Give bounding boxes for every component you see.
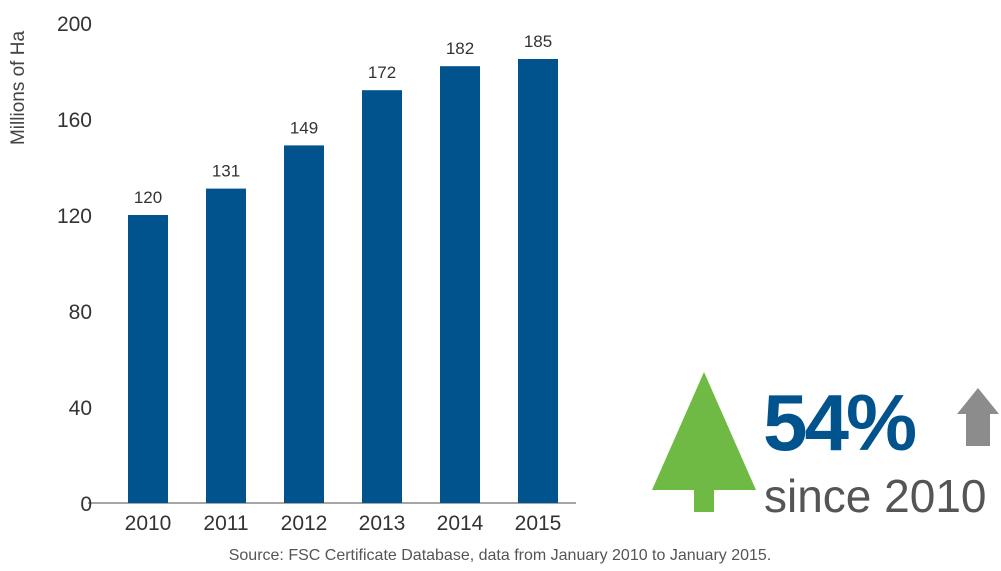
tree-icon [652, 372, 756, 490]
data-label: 149 [290, 118, 318, 137]
y-tick-label: 40 [69, 397, 92, 420]
tree-trunk [694, 488, 714, 512]
y-tick-label: 160 [57, 109, 92, 132]
source-note: Source: FSC Certificate Database, data f… [229, 547, 772, 564]
data-label: 172 [368, 63, 396, 82]
y-tick-label: 80 [69, 301, 92, 324]
bar [284, 145, 324, 503]
x-tick-label: 2011 [203, 512, 248, 535]
data-label: 185 [524, 32, 552, 51]
up-arrow-icon [957, 388, 999, 446]
data-label: 120 [134, 188, 162, 207]
x-tick-label: 2014 [437, 512, 484, 535]
annotation-percent: 54% [763, 378, 916, 467]
data-label: 131 [212, 162, 240, 181]
y-axis-label: Millions of Ha [8, 31, 29, 145]
x-tick-label: 2013 [359, 512, 406, 535]
y-tick-label: 120 [57, 205, 92, 228]
bar [206, 188, 246, 503]
x-tick-label: 2012 [281, 512, 328, 535]
x-tick-label: 2015 [515, 512, 562, 535]
y-tick-label: 0 [80, 493, 92, 516]
x-tick-label: 2010 [125, 512, 172, 535]
y-tick-label: 200 [57, 13, 92, 36]
bar [518, 59, 558, 503]
annotation-subtitle: since 2010 [764, 470, 987, 522]
bar [128, 215, 168, 503]
bar [440, 66, 480, 503]
bar [362, 90, 402, 503]
data-label: 182 [446, 39, 474, 58]
